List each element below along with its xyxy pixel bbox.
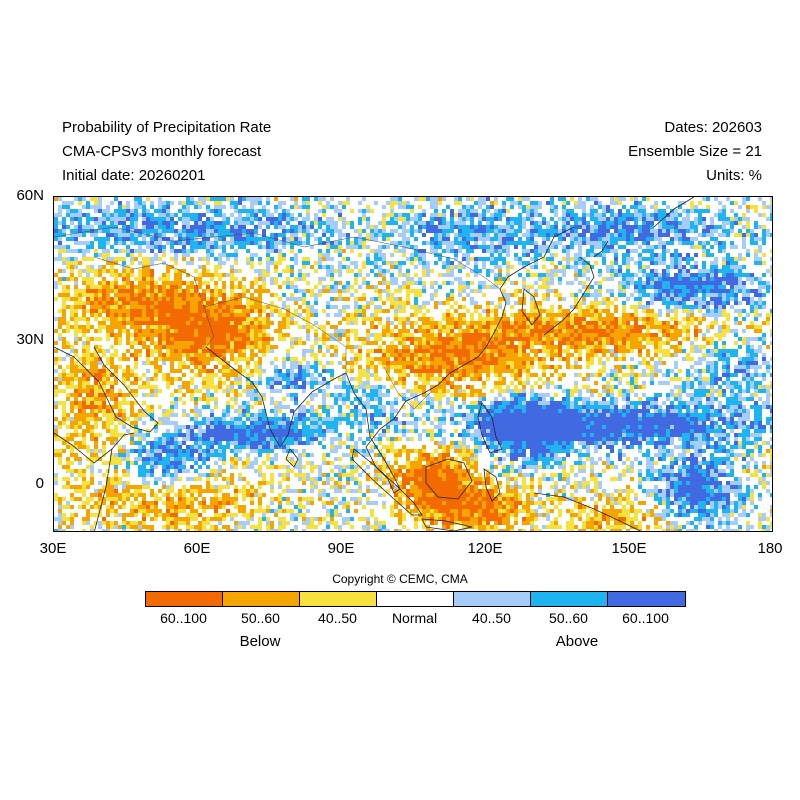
border-russia-south: [54, 226, 305, 248]
initial-date: Initial date: 20260201: [62, 167, 206, 184]
lon-label-60e: 60E: [183, 540, 211, 557]
coastline-korea: [521, 288, 541, 326]
probability-map: [53, 196, 773, 532]
legend-swatch-above-40-50: [454, 592, 531, 606]
lon-label-150e: 150E: [611, 540, 647, 557]
coastline-philippines: [477, 402, 503, 454]
coastline-africa-east: [54, 432, 135, 531]
lat-label-0: 0: [35, 475, 44, 492]
legend-label-below-40-50: 40..50: [318, 610, 357, 626]
lon-label-180: 180: [757, 540, 783, 557]
border-central-asia: [93, 256, 215, 348]
legend-colorbar: [145, 591, 686, 607]
legend-label-below-60-100: 60..100: [160, 610, 207, 626]
legend-swatch-above-50-60: [531, 592, 608, 606]
borders: [54, 226, 501, 410]
legend-group-above: Above: [555, 633, 599, 650]
legend-label-above-60-100: 60..100: [622, 610, 669, 626]
model-name: CMA-CPSv3 monthly forecast: [62, 143, 262, 160]
legend-labels: 60..100 50..60 40..50 Normal 40..50 50..…: [145, 610, 684, 626]
coastline-kamchatka: [653, 197, 695, 228]
map-canvas: [54, 197, 772, 531]
units-label: Units: %: [706, 167, 762, 184]
coastlines: [54, 197, 695, 531]
legend-label-below-50-60: 50..60: [241, 610, 280, 626]
coastline-sulawesi: [483, 468, 501, 502]
header-right: Dates: 202603 Ensemble Size = 21 Units: …: [628, 116, 762, 188]
coastline-new-guinea: [533, 492, 641, 531]
lon-label-30e: 30E: [39, 540, 67, 557]
border-china-west: [203, 296, 347, 373]
forecast-dates: Dates: 202603: [664, 119, 762, 136]
coastline-borneo: [425, 458, 473, 500]
ensemble-size: Ensemble Size = 21: [628, 143, 762, 160]
legend-swatch-below-60-100: [146, 592, 223, 606]
legend-swatch-below-40-50: [300, 592, 377, 606]
coastline-japan: [543, 240, 609, 336]
legend-label-above-40-50: 40..50: [472, 610, 511, 626]
coastline-srilanka: [285, 448, 299, 468]
legend-swatch-below-50-60: [223, 592, 300, 606]
lat-label-30n: 30N: [16, 331, 44, 348]
border-indochina: [383, 366, 431, 410]
legend-swatch-normal: [377, 592, 454, 606]
probability-cells: [54, 197, 772, 531]
coastline-java: [421, 518, 473, 531]
legend-group-below: Below: [239, 633, 281, 650]
lon-label-90e: 90E: [327, 540, 355, 557]
coastline-india: [205, 346, 347, 448]
header-left: Probability of Precipitation Rate CMA-CP…: [62, 116, 271, 188]
coastline-sumatra: [351, 448, 423, 516]
legend-swatch-above-60-100: [608, 592, 685, 606]
lon-label-120e: 120E: [467, 540, 503, 557]
coastline-arabia: [54, 346, 159, 433]
legend-label-normal: Normal: [391, 610, 438, 626]
chart-title: Probability of Precipitation Rate: [62, 119, 272, 136]
border-mongolia: [303, 236, 501, 290]
lat-label-60n: 60N: [16, 187, 44, 204]
legend-label-above-50-60: 50..60: [549, 610, 588, 626]
copyright-notice: Copyright © CEMC, CMA: [332, 572, 468, 586]
